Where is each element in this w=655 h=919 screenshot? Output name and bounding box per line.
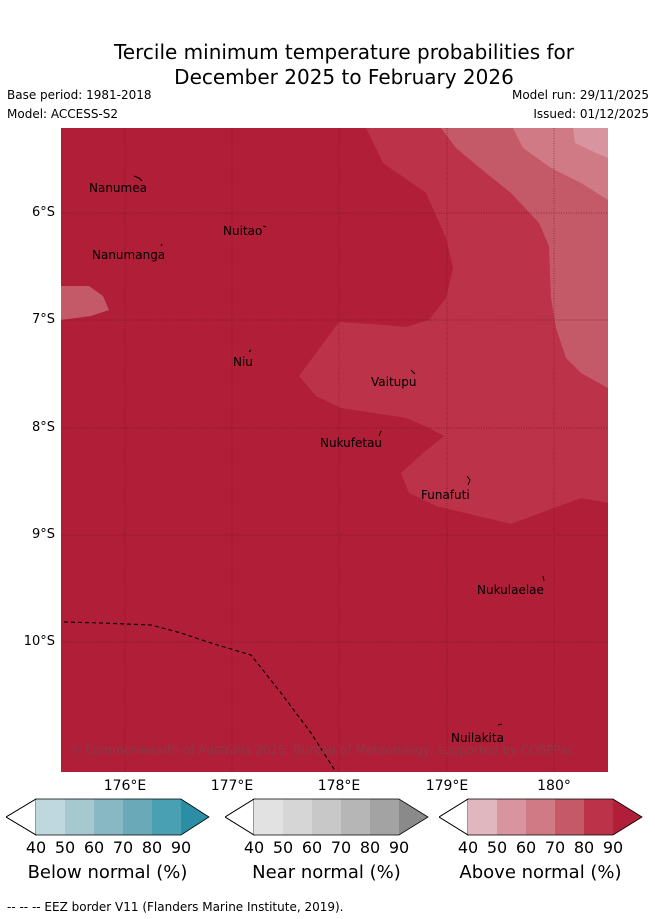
island-vaitupu (410, 369, 416, 375)
lon-label-177e: 177°E (210, 778, 254, 794)
tick-below-40: 40 (25, 838, 47, 857)
tick-below-90: 90 (170, 838, 192, 857)
label-nanumea: Nanumea (89, 181, 147, 195)
swatch-near-90 (399, 799, 428, 835)
swatch-below-40 (36, 799, 65, 835)
lat-label-7s: 7°S (31, 312, 55, 327)
lon-label-179e: 179°E (425, 778, 469, 794)
lat-label-10s: 10°S (23, 634, 55, 649)
swatch-above-50 (497, 799, 526, 835)
swatch-below-70 (123, 799, 152, 835)
island-nuitao (262, 225, 267, 228)
tick-above-60: 60 (515, 838, 537, 857)
colorbar-above (439, 798, 643, 836)
island-funafuti (466, 475, 471, 486)
graticule (61, 128, 608, 772)
tick-near-70: 70 (330, 838, 352, 857)
tick-above-50: 50 (486, 838, 508, 857)
swatch-near-50 (283, 799, 312, 835)
tick-above-80: 80 (573, 838, 595, 857)
title-line-1: Tercile minimum temperature probabilitie… (113, 40, 575, 64)
colorbar-below (6, 798, 210, 836)
label-nuitao: Nuitao (223, 224, 263, 238)
legend-below-normal (6, 798, 211, 836)
base-period: Base period: 1981-2018 (7, 88, 152, 102)
region-70-80 (299, 128, 608, 524)
label-funafuti: Funafuti (421, 488, 470, 502)
swatch-above-60 (526, 799, 555, 835)
map-title: Tercile minimum temperature probabilitie… (0, 40, 655, 90)
label-vaitupu: Vaitupu (371, 375, 417, 389)
swatch-near-80 (370, 799, 399, 835)
island-nukufetau (378, 430, 382, 437)
issued-date: Issued: 01/12/2025 (533, 107, 649, 121)
tick-above-90: 90 (602, 838, 624, 857)
label-nuilakita: Nuilakita (451, 731, 504, 745)
tick-near-40: 40 (243, 838, 265, 857)
label-nukufetau: Nukufetau (320, 436, 383, 450)
tick-near-80: 80 (359, 838, 381, 857)
colorbar-near (225, 798, 429, 836)
island-outlines (133, 175, 545, 726)
tick-below-50: 50 (54, 838, 76, 857)
legend-near-normal (225, 798, 430, 836)
map-fill-regions (61, 128, 608, 772)
swatch-below-90 (181, 799, 209, 835)
lat-label-6s: 6°S (31, 205, 55, 220)
swatch-near-60 (312, 799, 341, 835)
legend-title-near: Near normal (%) (252, 862, 401, 883)
tick-below-80: 80 (141, 838, 163, 857)
lat-label-9s: 9°S (31, 527, 55, 542)
legend-title-below: Below normal (%) (27, 862, 188, 883)
swatch-above-70 (555, 799, 584, 835)
swatch-near-40 (254, 799, 283, 835)
swatch-near-70 (341, 799, 370, 835)
lon-label-178e: 178°E (317, 778, 361, 794)
label-niu: Niu (233, 355, 253, 369)
swatch-above-90 (613, 799, 642, 835)
legend-above-normal (439, 798, 644, 836)
swatch-below-60 (94, 799, 123, 835)
legend-title-above: Above normal (%) (459, 862, 622, 883)
swatch-below-80 (152, 799, 181, 835)
lon-label-180: 180° (537, 778, 571, 794)
island-niu (248, 349, 252, 353)
probability-map: Nanumea Nuitao Nanumanga Niu Vaitupu Nuk… (61, 128, 608, 772)
tick-below-70: 70 (112, 838, 134, 857)
region-40-50 (573, 128, 608, 158)
swatch-above-80 (584, 799, 613, 835)
label-nukulaelae: Nukulaelae (477, 583, 544, 597)
model-run-date: Model run: 29/11/2025 (511, 88, 649, 102)
swatch-below-50 (65, 799, 94, 835)
tick-near-90: 90 (388, 838, 410, 857)
island-nuilakita (497, 723, 503, 726)
tick-below-60: 60 (83, 838, 105, 857)
tick-near-60: 60 (301, 838, 323, 857)
lon-label-176e: 176°E (103, 778, 147, 794)
label-nanumanga: Nanumanga (92, 248, 166, 262)
lat-label-8s: 8°S (31, 420, 55, 435)
region-west-patch (61, 286, 109, 320)
tick-above-40: 40 (457, 838, 479, 857)
eez-footnote: -- -- -- EEZ border V11 (Flanders Marine… (7, 900, 344, 914)
model-name: Model: ACCESS-S2 (7, 107, 119, 121)
region-60-70 (441, 128, 608, 388)
eez-border (63, 621, 337, 772)
island-nukulaelae (542, 575, 545, 582)
copyright-notice: © Commonwealth of Australia 2025, Bureau… (69, 743, 575, 757)
swatch-above-40 (468, 799, 497, 835)
title-line-2: December 2025 to February 2026 (174, 65, 514, 89)
island-nanumea (133, 175, 143, 182)
tick-above-70: 70 (544, 838, 566, 857)
tick-near-50: 50 (272, 838, 294, 857)
island-nanumanga (160, 243, 163, 247)
